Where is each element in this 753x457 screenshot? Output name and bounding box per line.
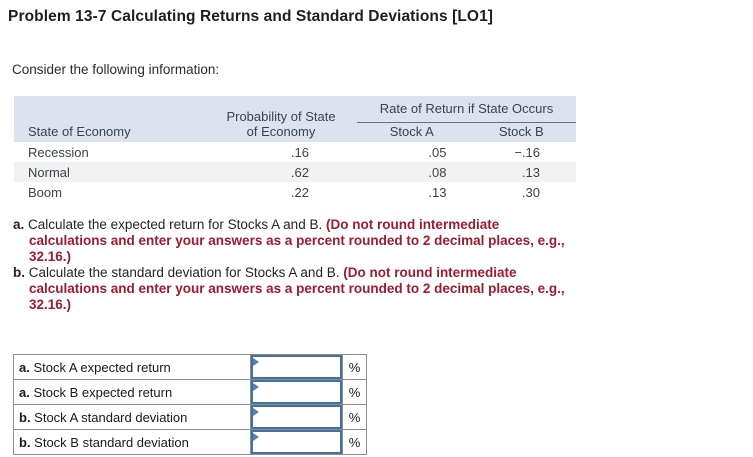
answer-input-a-stock-b-expected-return[interactable] bbox=[251, 380, 342, 404]
answer-label-prefix: b. bbox=[19, 434, 31, 450]
answer-input-cell bbox=[250, 379, 343, 405]
answer-input-cell bbox=[250, 429, 343, 455]
answer-label-prefix: a. bbox=[19, 384, 30, 400]
percent-unit-label: % bbox=[342, 404, 367, 430]
answer-label-prefix: b. bbox=[19, 409, 31, 425]
stock-b-cell: .30 bbox=[521, 184, 540, 200]
state-cell: Boom bbox=[28, 184, 62, 200]
instruction-emphasis-text: 32.16.) bbox=[29, 297, 72, 312]
answer-row: a. Stock B expected return% bbox=[13, 379, 367, 405]
instruction-emphasis-text: (Do not round intermediate bbox=[325, 217, 500, 232]
percent-unit-label: % bbox=[342, 354, 367, 380]
answer-input-cell bbox=[250, 404, 343, 430]
instruction-emphasis-text: calculations and enter your answers as a… bbox=[29, 233, 565, 248]
answer-input-cell bbox=[250, 354, 343, 380]
instruction-marker: a. bbox=[13, 217, 25, 232]
stock-a-cell: .08 bbox=[357, 162, 467, 182]
answer-label-b-stock-b-standard-deviation: b. Stock B standard deviation bbox=[13, 429, 251, 455]
info-table-row: Normal .62.08.13 bbox=[14, 162, 576, 182]
instruction-text: Calculate the expected return for Stocks… bbox=[28, 217, 326, 232]
probability-cell: .16 bbox=[290, 144, 309, 160]
stock-b-cell: .13 bbox=[466, 162, 576, 182]
answer-input-b-stock-a-standard-deviation[interactable] bbox=[251, 405, 342, 429]
column-header-stock-a: Stock A bbox=[357, 122, 467, 142]
state-cell: Normal bbox=[14, 162, 205, 182]
instruction-emphasis-text: calculations and enter your answers as a… bbox=[29, 281, 565, 296]
instruction-emphasis-text: 32.16.) bbox=[29, 249, 72, 264]
answer-label-prefix: a. bbox=[19, 359, 30, 375]
stock-b-cell: −.16 bbox=[514, 144, 540, 160]
stock-a-cell: .13 bbox=[428, 184, 447, 200]
percent-unit-label: % bbox=[342, 379, 367, 405]
instruction-marker: b. bbox=[13, 265, 25, 280]
answer-row: b. Stock B standard deviation% bbox=[13, 429, 367, 455]
instruction-item: a. Calculate the expected return for Sto… bbox=[13, 217, 673, 265]
info-table-row: Boom .22 .13 .30 bbox=[14, 182, 576, 202]
answer-input-a-stock-a-expected-return[interactable] bbox=[251, 355, 342, 379]
answer-row: a. Stock A expected return% bbox=[13, 354, 367, 380]
probability-cell: .22 bbox=[290, 184, 309, 200]
instruction-item: b. Calculate the standard deviation for … bbox=[13, 265, 673, 313]
instruction-emphasis-text: (Do not round intermediate bbox=[343, 265, 517, 280]
answer-label-a-stock-a-expected-return: a. Stock A expected return bbox=[13, 354, 251, 380]
answer-label-b-stock-a-standard-deviation: b. Stock A standard deviation bbox=[13, 404, 251, 430]
state-cell: Recession bbox=[28, 144, 89, 160]
stock-a-cell: .05 bbox=[428, 144, 447, 160]
column-header-state-of-economy: State of Economy bbox=[14, 96, 205, 142]
probability-header-line1: Probability of State bbox=[226, 109, 336, 124]
answer-table: a. Stock A expected return% a. Stock B ex… bbox=[13, 354, 367, 455]
instructions-list: a. Calculate the expected return for Sto… bbox=[13, 217, 673, 313]
probability-cell: .62 bbox=[205, 162, 357, 182]
intro-text: Consider the following information: bbox=[12, 62, 220, 77]
column-header-stock-b: Stock B bbox=[466, 122, 576, 142]
answer-row: b. Stock A standard deviation% bbox=[13, 404, 367, 430]
answer-input-b-stock-b-standard-deviation[interactable] bbox=[251, 430, 342, 454]
info-table-row: Recession .16 .05 −.16 bbox=[14, 142, 576, 162]
percent-unit-label: % bbox=[342, 429, 367, 455]
probability-header-line2: of Economy bbox=[246, 124, 316, 139]
instruction-text: Calculate the standard deviation for Sto… bbox=[28, 265, 344, 280]
column-header-probability: Probability of State of Economy bbox=[205, 96, 357, 142]
page-title: Problem 13-7 Calculating Returns and Sta… bbox=[8, 8, 494, 25]
answer-label-a-stock-b-expected-return: a. Stock B expected return bbox=[13, 379, 251, 405]
spanner-header-rate-of-return: Rate of Return if State Occurs bbox=[357, 96, 576, 123]
info-table: State of Economy Probability of State of… bbox=[14, 96, 576, 202]
